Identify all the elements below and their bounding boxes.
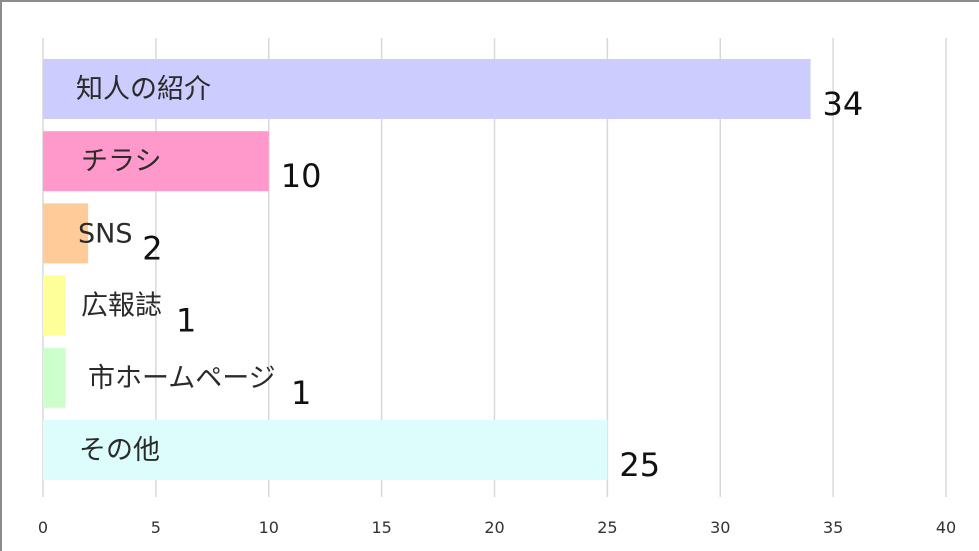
bars: [43, 59, 811, 480]
x-tick-label: 15: [371, 518, 391, 537]
value-label: 25: [619, 446, 660, 484]
value-label: 2: [142, 229, 162, 267]
value-label: 1: [291, 374, 311, 412]
bar: [43, 420, 608, 480]
category-label: 知人の紹介: [76, 74, 211, 105]
bar: [43, 275, 66, 336]
bar: [43, 59, 811, 119]
x-tick-label: 10: [259, 518, 279, 537]
category-label: その他: [79, 435, 160, 466]
x-tick-label: 5: [151, 518, 161, 537]
bar: [43, 347, 66, 408]
x-tick-label: 20: [484, 518, 504, 537]
x-tick-label: 35: [823, 518, 843, 537]
value-label: 34: [823, 85, 864, 123]
bar: [43, 203, 89, 264]
x-tick-label: 30: [710, 518, 730, 537]
category-label: チラシ: [81, 146, 161, 177]
bar: [43, 131, 269, 192]
x-axis-ticks: 0 5 10 15 20 25 30 35 40: [38, 518, 956, 537]
x-tick-label: 25: [597, 518, 617, 537]
category-label: 市ホームページ: [88, 363, 276, 394]
category-label: SNS: [78, 218, 132, 249]
x-tick-label: 40: [936, 518, 956, 537]
category-label: 広報誌: [81, 291, 162, 322]
x-tick-label: 0: [38, 518, 48, 537]
value-label: 1: [176, 302, 196, 340]
value-label: 10: [281, 157, 322, 195]
